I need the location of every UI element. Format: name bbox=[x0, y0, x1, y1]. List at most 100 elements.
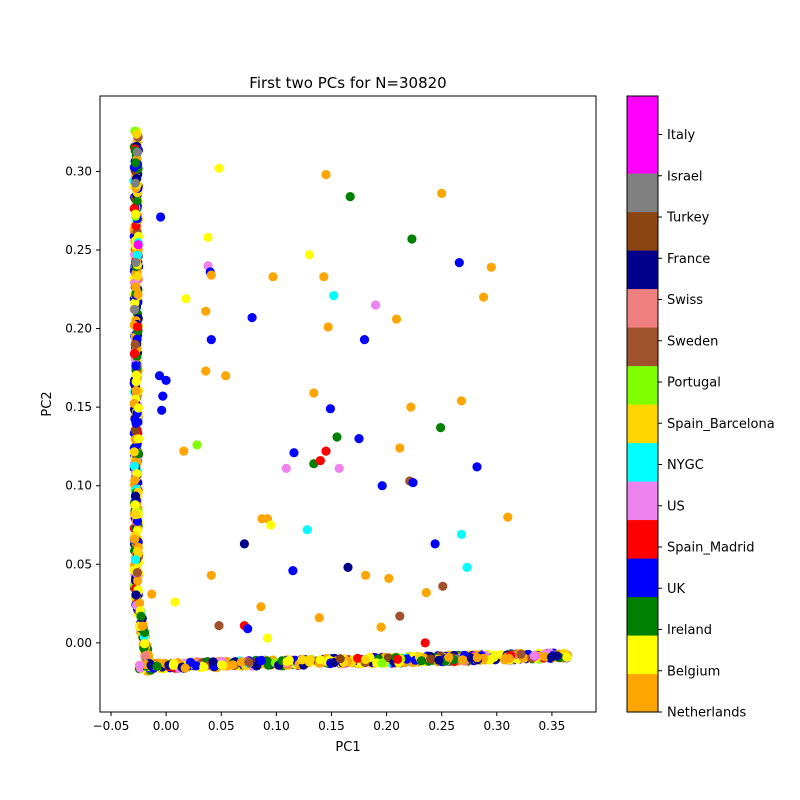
data-point bbox=[132, 147, 142, 157]
colorbar-label: US bbox=[667, 499, 685, 514]
data-point bbox=[256, 602, 266, 612]
colorbar-segment bbox=[627, 558, 658, 598]
colorbar-label: Italy bbox=[667, 128, 696, 143]
data-point bbox=[131, 510, 141, 520]
data-point bbox=[131, 282, 141, 292]
data-point bbox=[130, 534, 140, 544]
data-point bbox=[256, 655, 266, 666]
colorbar-segment bbox=[627, 211, 658, 251]
data-point bbox=[208, 657, 218, 667]
colorbar-segment bbox=[627, 673, 658, 713]
colorbar-segment bbox=[627, 596, 658, 636]
data-point bbox=[132, 196, 142, 206]
data-point bbox=[315, 655, 325, 665]
colorbar-label: Swiss bbox=[667, 293, 703, 308]
data-point bbox=[430, 539, 440, 549]
data-point bbox=[281, 463, 291, 473]
x-tick-label: 0.30 bbox=[483, 719, 510, 733]
data-point bbox=[244, 657, 254, 667]
data-point bbox=[359, 335, 370, 345]
data-point bbox=[345, 192, 355, 202]
data-point bbox=[315, 456, 325, 466]
data-point bbox=[462, 562, 472, 573]
colorbar-frame bbox=[626, 95, 659, 713]
data-point bbox=[434, 655, 444, 665]
x-axis-label: PC1 bbox=[335, 740, 360, 755]
data-point bbox=[289, 448, 299, 458]
colorbar-segment bbox=[627, 365, 658, 405]
data-point bbox=[140, 651, 150, 661]
data-point bbox=[547, 652, 557, 662]
data-point bbox=[139, 639, 150, 649]
data-point bbox=[130, 209, 141, 219]
y-axis: 0.00 0.05 0.10 0.15 0.20 0.25 0.30 bbox=[65, 164, 100, 650]
colorbar-label: Spain_Madrid bbox=[667, 541, 754, 556]
data-point bbox=[136, 611, 146, 621]
data-point bbox=[376, 622, 386, 632]
data-point bbox=[130, 491, 140, 501]
x-axis: −0.05 0.00 0.05 0.10 0.15 0.20 0.25 0.30 0.35 bbox=[93, 712, 565, 733]
data-point bbox=[133, 289, 143, 300]
data-point bbox=[170, 597, 180, 607]
y-axis-label: PC2 bbox=[40, 391, 55, 416]
data-point bbox=[203, 232, 213, 242]
data-point bbox=[129, 348, 140, 359]
chart-title: First two PCs for N=30820 bbox=[249, 74, 446, 92]
data-point bbox=[130, 555, 140, 565]
data-point bbox=[458, 655, 468, 665]
data-point bbox=[137, 621, 148, 631]
data-point bbox=[131, 370, 142, 380]
data-point bbox=[436, 423, 446, 433]
data-point bbox=[319, 272, 329, 282]
colorbar-segment bbox=[627, 519, 658, 559]
data-point bbox=[181, 294, 191, 304]
data-point bbox=[131, 590, 141, 600]
colorbar-label: Sweden bbox=[667, 334, 718, 349]
data-point bbox=[161, 375, 171, 385]
data-point bbox=[130, 500, 140, 510]
x-tick-label: 0.10 bbox=[263, 719, 290, 733]
colorbar-segment bbox=[627, 404, 658, 444]
data-point bbox=[421, 588, 431, 598]
data-point bbox=[472, 653, 482, 663]
data-point bbox=[540, 652, 550, 662]
data-point bbox=[129, 304, 140, 315]
colorbar-label: UK bbox=[667, 582, 686, 597]
data-point bbox=[243, 624, 253, 634]
data-point bbox=[131, 361, 141, 371]
data-point bbox=[391, 314, 402, 324]
data-point bbox=[221, 371, 231, 381]
data-point bbox=[486, 262, 496, 272]
colorbar-segment bbox=[627, 481, 658, 521]
data-point bbox=[129, 447, 139, 457]
data-point bbox=[437, 188, 447, 198]
x-tick-label: 0.25 bbox=[428, 719, 455, 733]
data-point bbox=[158, 391, 168, 401]
data-point bbox=[288, 566, 298, 576]
y-tick-label: 0.05 bbox=[65, 557, 92, 571]
colorbar-label: Ireland bbox=[667, 623, 712, 638]
data-point bbox=[426, 654, 436, 664]
data-point bbox=[206, 570, 216, 580]
data-point bbox=[361, 570, 371, 580]
data-point bbox=[282, 656, 292, 667]
data-point bbox=[354, 434, 364, 444]
data-point bbox=[154, 371, 165, 381]
data-point bbox=[132, 250, 142, 260]
data-point bbox=[268, 272, 278, 282]
data-point bbox=[186, 657, 196, 667]
data-point bbox=[214, 163, 224, 173]
colorbar-label: Spain_Barcelona bbox=[667, 417, 775, 432]
data-point bbox=[217, 660, 227, 670]
data-point bbox=[456, 396, 467, 406]
data-point bbox=[353, 653, 363, 663]
data-point bbox=[130, 425, 140, 435]
data-point bbox=[377, 481, 387, 491]
colorbar-segment bbox=[627, 134, 658, 174]
y-tick-label: 0.15 bbox=[65, 400, 92, 414]
data-point bbox=[133, 240, 143, 250]
x-tick-label: 0.00 bbox=[153, 719, 180, 733]
data-point bbox=[263, 660, 273, 670]
y-tick-label: 0.20 bbox=[65, 322, 92, 336]
data-point bbox=[309, 388, 319, 398]
